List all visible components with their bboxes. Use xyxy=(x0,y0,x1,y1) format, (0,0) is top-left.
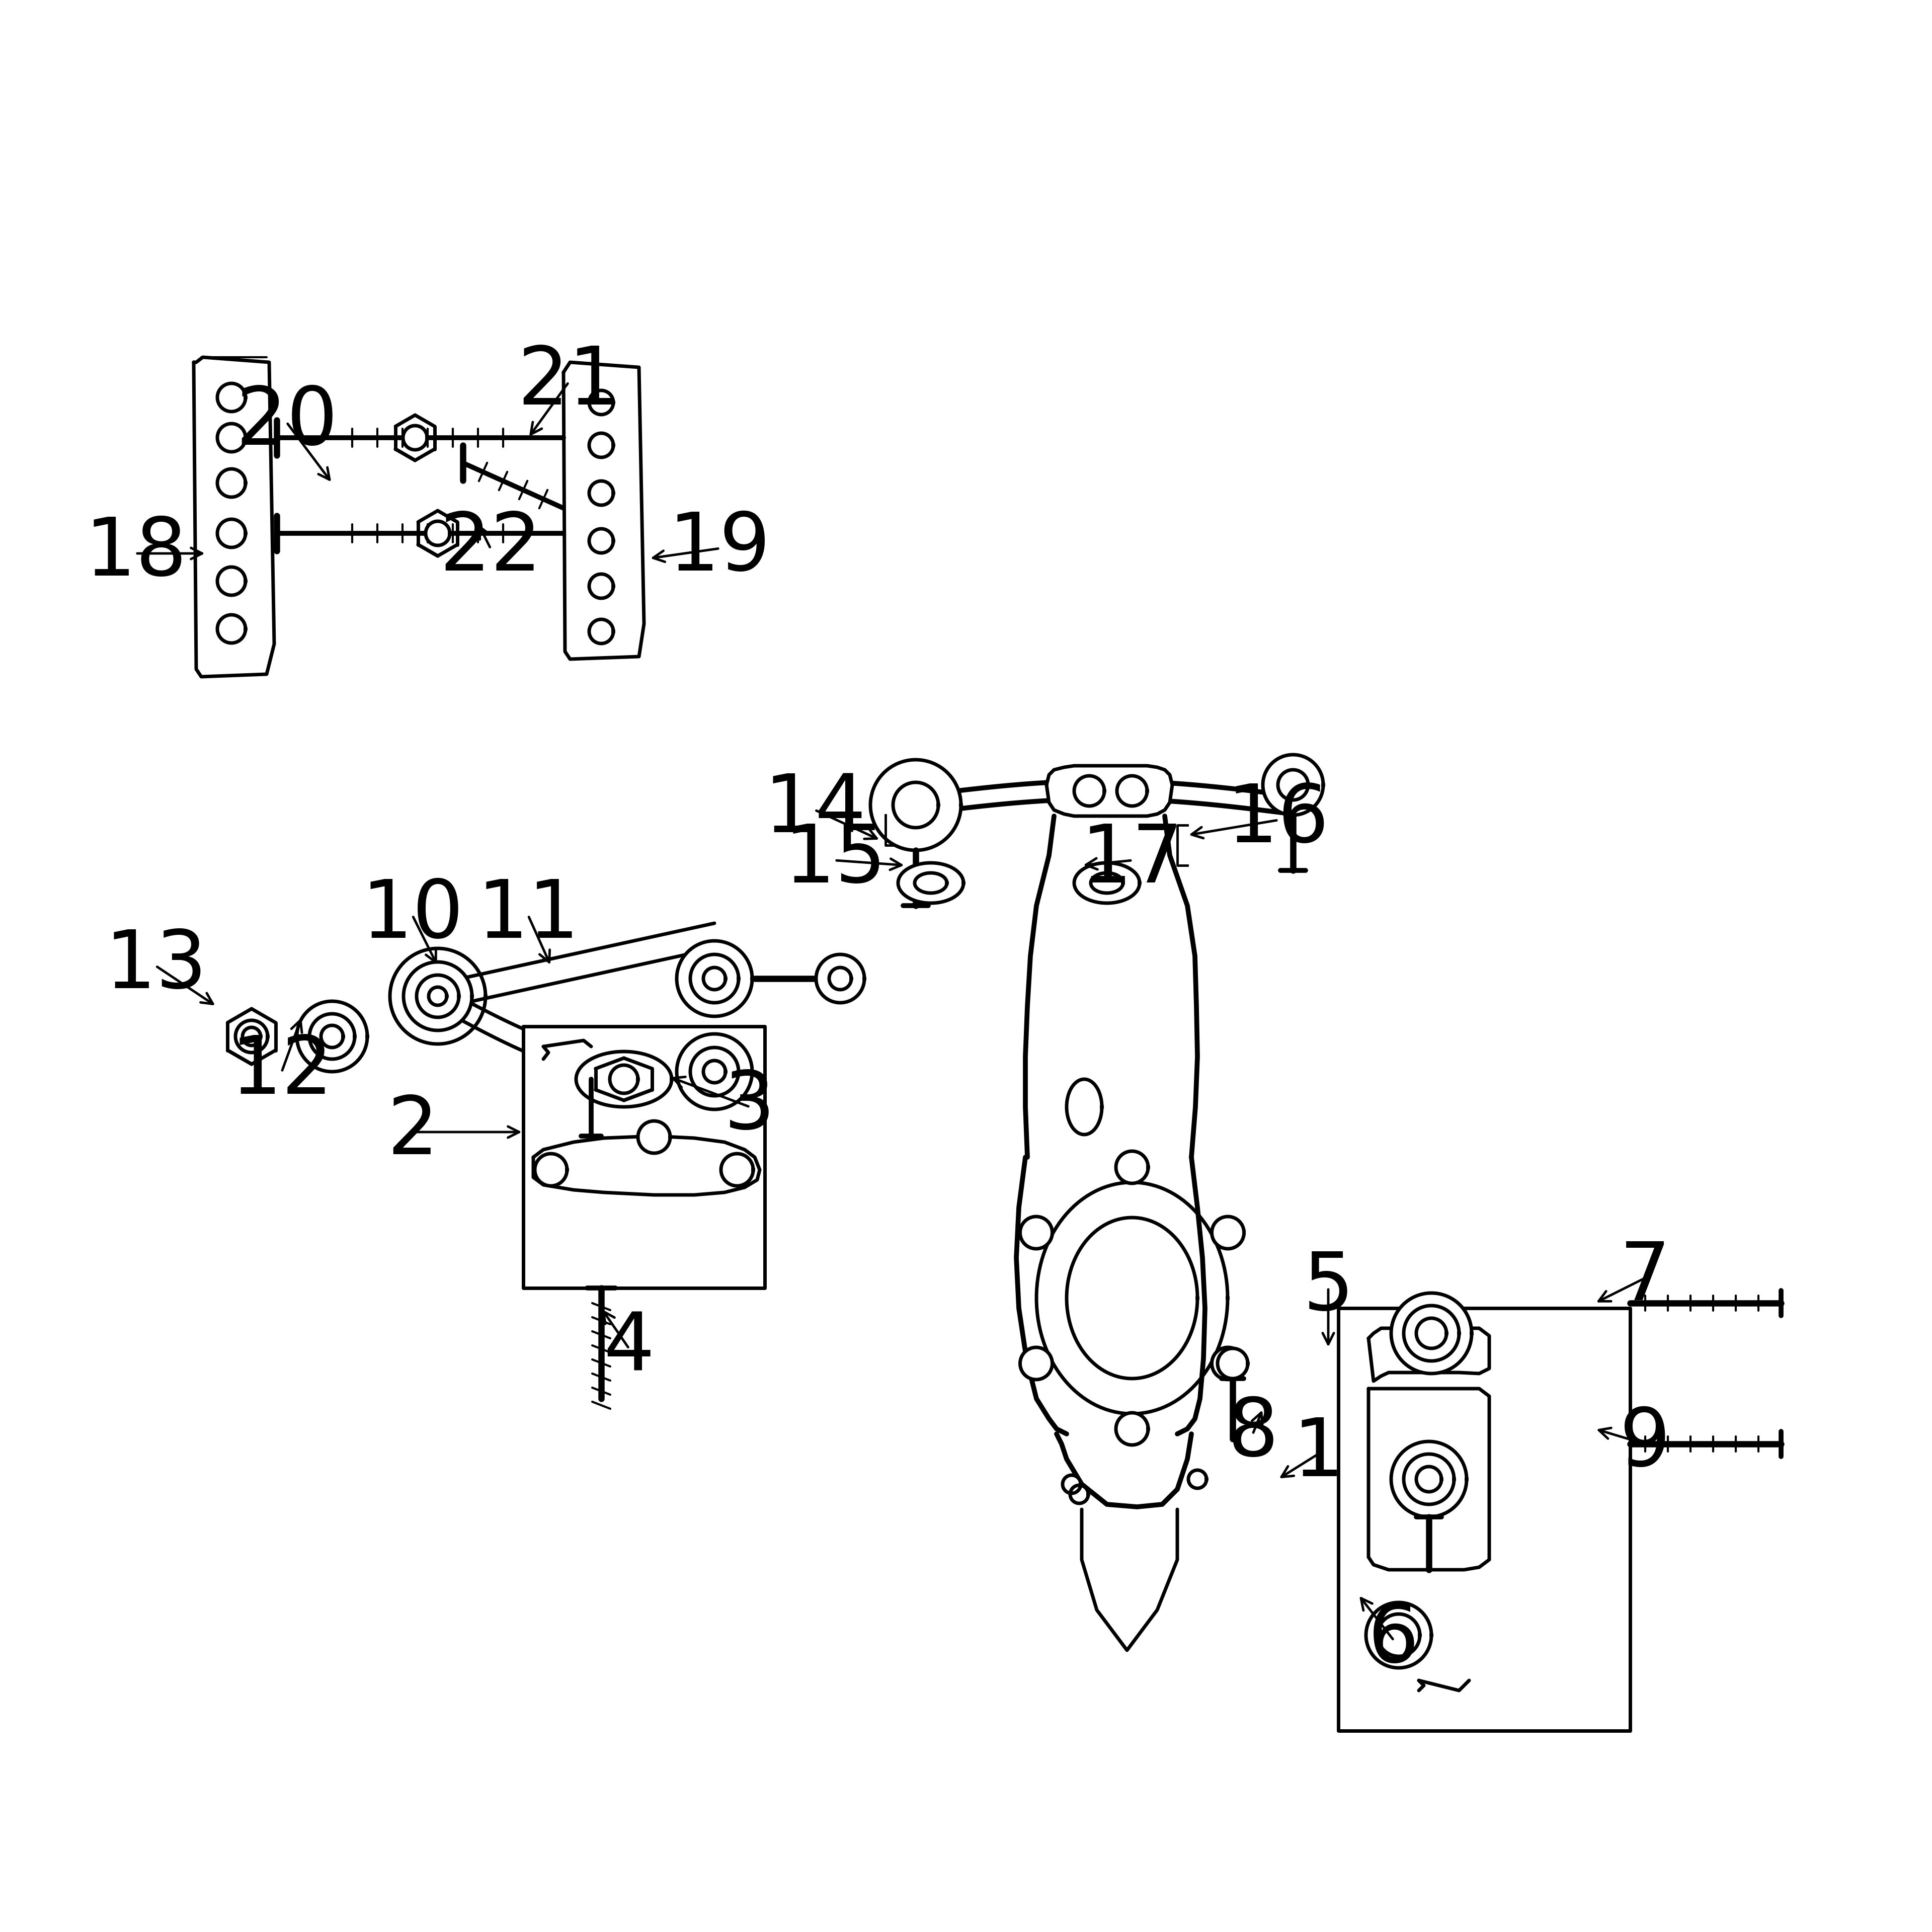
Polygon shape xyxy=(1211,1217,1244,1248)
Text: 21: 21 xyxy=(518,344,620,421)
Polygon shape xyxy=(1416,1318,1447,1349)
Polygon shape xyxy=(914,873,947,893)
Text: 22: 22 xyxy=(439,510,541,587)
Text: 4: 4 xyxy=(603,1310,655,1387)
Polygon shape xyxy=(1368,1329,1490,1381)
Polygon shape xyxy=(1047,765,1173,815)
Polygon shape xyxy=(1036,1182,1227,1414)
Polygon shape xyxy=(243,1028,261,1045)
Polygon shape xyxy=(1405,1455,1455,1505)
Polygon shape xyxy=(218,520,245,547)
Text: 16: 16 xyxy=(1227,781,1329,860)
Polygon shape xyxy=(429,987,446,1005)
Polygon shape xyxy=(638,1121,670,1153)
Text: 12: 12 xyxy=(230,1034,332,1111)
Polygon shape xyxy=(1211,1347,1244,1379)
Polygon shape xyxy=(703,968,726,989)
Polygon shape xyxy=(1066,1080,1101,1134)
Polygon shape xyxy=(815,954,864,1003)
Polygon shape xyxy=(1217,1349,1248,1379)
Polygon shape xyxy=(1074,864,1140,902)
Polygon shape xyxy=(390,949,485,1043)
Text: 10: 10 xyxy=(361,877,464,954)
Polygon shape xyxy=(218,423,245,452)
Polygon shape xyxy=(404,962,471,1030)
Text: 20: 20 xyxy=(236,384,338,462)
Polygon shape xyxy=(218,383,245,412)
Text: 11: 11 xyxy=(477,877,580,954)
Text: 9: 9 xyxy=(1619,1405,1671,1484)
Text: 17: 17 xyxy=(1080,821,1182,898)
Polygon shape xyxy=(1391,1293,1472,1374)
Polygon shape xyxy=(589,574,612,599)
Polygon shape xyxy=(218,469,245,497)
Polygon shape xyxy=(1070,1486,1088,1503)
Polygon shape xyxy=(298,1001,367,1072)
Polygon shape xyxy=(564,363,643,659)
Text: 7: 7 xyxy=(1619,1238,1671,1318)
Polygon shape xyxy=(703,1061,726,1082)
Polygon shape xyxy=(1368,1389,1490,1569)
Polygon shape xyxy=(524,1026,765,1289)
Polygon shape xyxy=(1020,1217,1053,1248)
Polygon shape xyxy=(589,620,612,643)
Text: 15: 15 xyxy=(784,821,887,898)
Text: 6: 6 xyxy=(1368,1602,1420,1679)
Text: 5: 5 xyxy=(1302,1248,1354,1327)
Polygon shape xyxy=(1188,1470,1206,1488)
Polygon shape xyxy=(1405,1306,1459,1360)
Polygon shape xyxy=(1063,1476,1080,1493)
Polygon shape xyxy=(1074,777,1105,806)
Polygon shape xyxy=(1366,1602,1432,1667)
Polygon shape xyxy=(1264,755,1323,815)
Polygon shape xyxy=(576,1051,672,1107)
Polygon shape xyxy=(417,976,460,1018)
Polygon shape xyxy=(589,529,612,553)
Polygon shape xyxy=(1277,769,1308,800)
Text: 14: 14 xyxy=(763,771,866,848)
Text: 2: 2 xyxy=(386,1094,439,1171)
Text: 3: 3 xyxy=(725,1068,775,1146)
Polygon shape xyxy=(404,425,427,450)
Polygon shape xyxy=(1117,777,1148,806)
Polygon shape xyxy=(1416,1466,1441,1492)
Polygon shape xyxy=(1020,1347,1053,1379)
Polygon shape xyxy=(533,1136,759,1194)
Polygon shape xyxy=(1378,1613,1420,1656)
Polygon shape xyxy=(721,1153,753,1186)
Text: 19: 19 xyxy=(668,510,771,587)
Polygon shape xyxy=(218,566,245,595)
Polygon shape xyxy=(611,1065,638,1094)
Polygon shape xyxy=(676,1034,752,1109)
Text: 8: 8 xyxy=(1227,1395,1279,1472)
Text: 1: 1 xyxy=(1293,1414,1345,1493)
Polygon shape xyxy=(690,954,738,1003)
Polygon shape xyxy=(676,941,752,1016)
Polygon shape xyxy=(1066,1217,1198,1379)
Polygon shape xyxy=(1117,1412,1148,1445)
Polygon shape xyxy=(236,1020,269,1053)
Polygon shape xyxy=(690,1047,738,1095)
Polygon shape xyxy=(193,357,274,676)
Polygon shape xyxy=(898,864,964,902)
Polygon shape xyxy=(589,390,612,415)
Polygon shape xyxy=(425,522,450,545)
Polygon shape xyxy=(589,433,612,458)
Polygon shape xyxy=(321,1026,344,1047)
Polygon shape xyxy=(893,782,939,827)
Polygon shape xyxy=(1339,1308,1631,1731)
Polygon shape xyxy=(218,614,245,643)
Polygon shape xyxy=(309,1014,355,1059)
Polygon shape xyxy=(1391,1441,1466,1517)
Text: 18: 18 xyxy=(85,514,187,593)
Text: 13: 13 xyxy=(104,927,207,1005)
Polygon shape xyxy=(535,1153,566,1186)
Polygon shape xyxy=(829,968,852,989)
Polygon shape xyxy=(1092,873,1122,893)
Polygon shape xyxy=(589,481,612,504)
Polygon shape xyxy=(871,759,960,850)
Polygon shape xyxy=(1117,1151,1148,1182)
